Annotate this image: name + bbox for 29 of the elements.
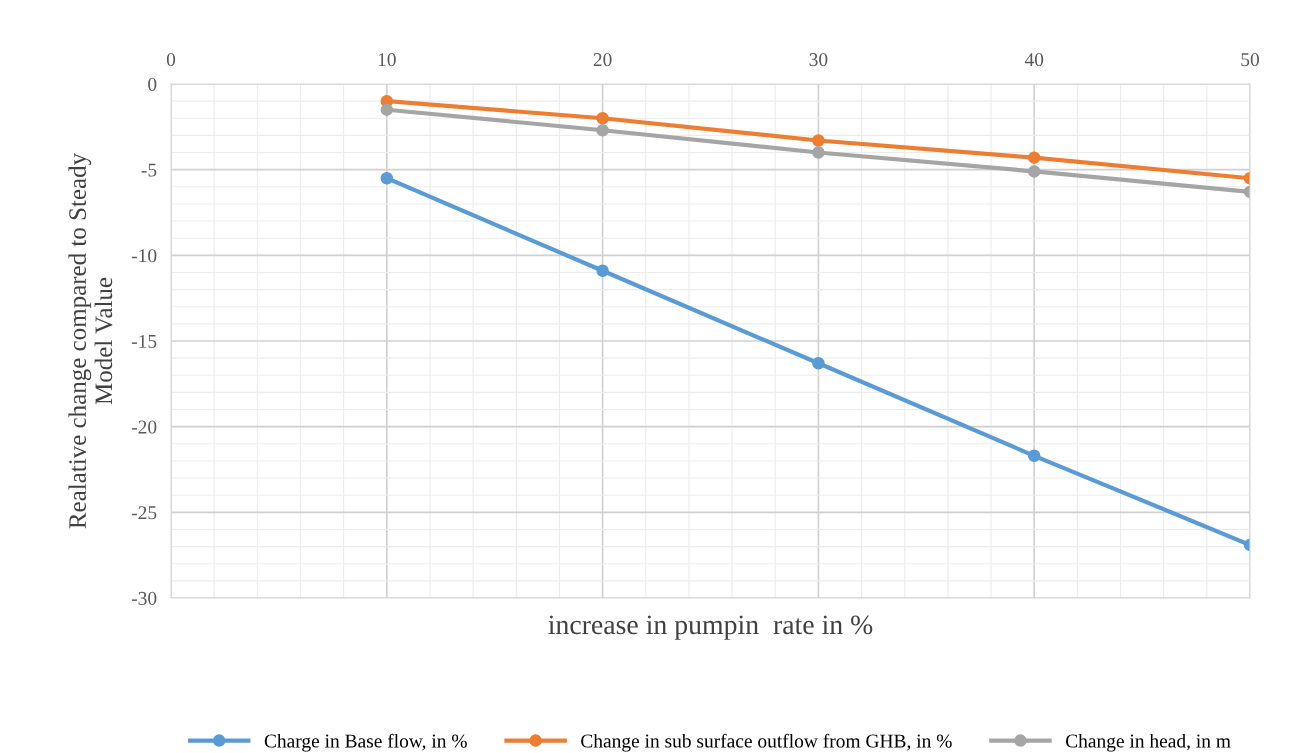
point: [1027, 449, 1041, 463]
y-tick-label: 0: [148, 77, 157, 91]
x-tick-label: 0: [166, 53, 176, 67]
point: [596, 124, 609, 137]
x-tick-label: 30: [809, 53, 828, 67]
legend-label: Charge in Base flow, in %: [264, 733, 467, 752]
y-tick-label: -25: [131, 506, 157, 520]
y-tick-label: -5: [141, 163, 157, 177]
y-axis-title: Realative change compared to Steady Model Value: [68, 152, 113, 529]
point: [596, 264, 609, 278]
y-tick-label: -30: [131, 591, 157, 605]
y-tick-label: -15: [131, 334, 157, 348]
x-tick-label: 40: [1024, 53, 1044, 67]
point: [380, 103, 394, 116]
x-tick-label: 50: [1241, 53, 1259, 67]
point: [596, 112, 609, 125]
point: [812, 146, 825, 159]
legend-label: Change in head, in m: [1065, 733, 1231, 752]
point: [1027, 151, 1041, 164]
x-tick-label: 10: [378, 53, 396, 67]
point: [812, 357, 825, 370]
y-tick-label: -20: [131, 420, 157, 434]
point: [812, 134, 825, 147]
y-tick-label: -10: [131, 249, 157, 263]
point: [1027, 165, 1041, 178]
point: [380, 171, 394, 185]
legend-label: Change in sub surface outflow from GHB, in %: [581, 733, 952, 752]
x-axis-title: increase in pumpin rate in %: [548, 615, 873, 640]
x-tick-label: 20: [593, 53, 612, 67]
